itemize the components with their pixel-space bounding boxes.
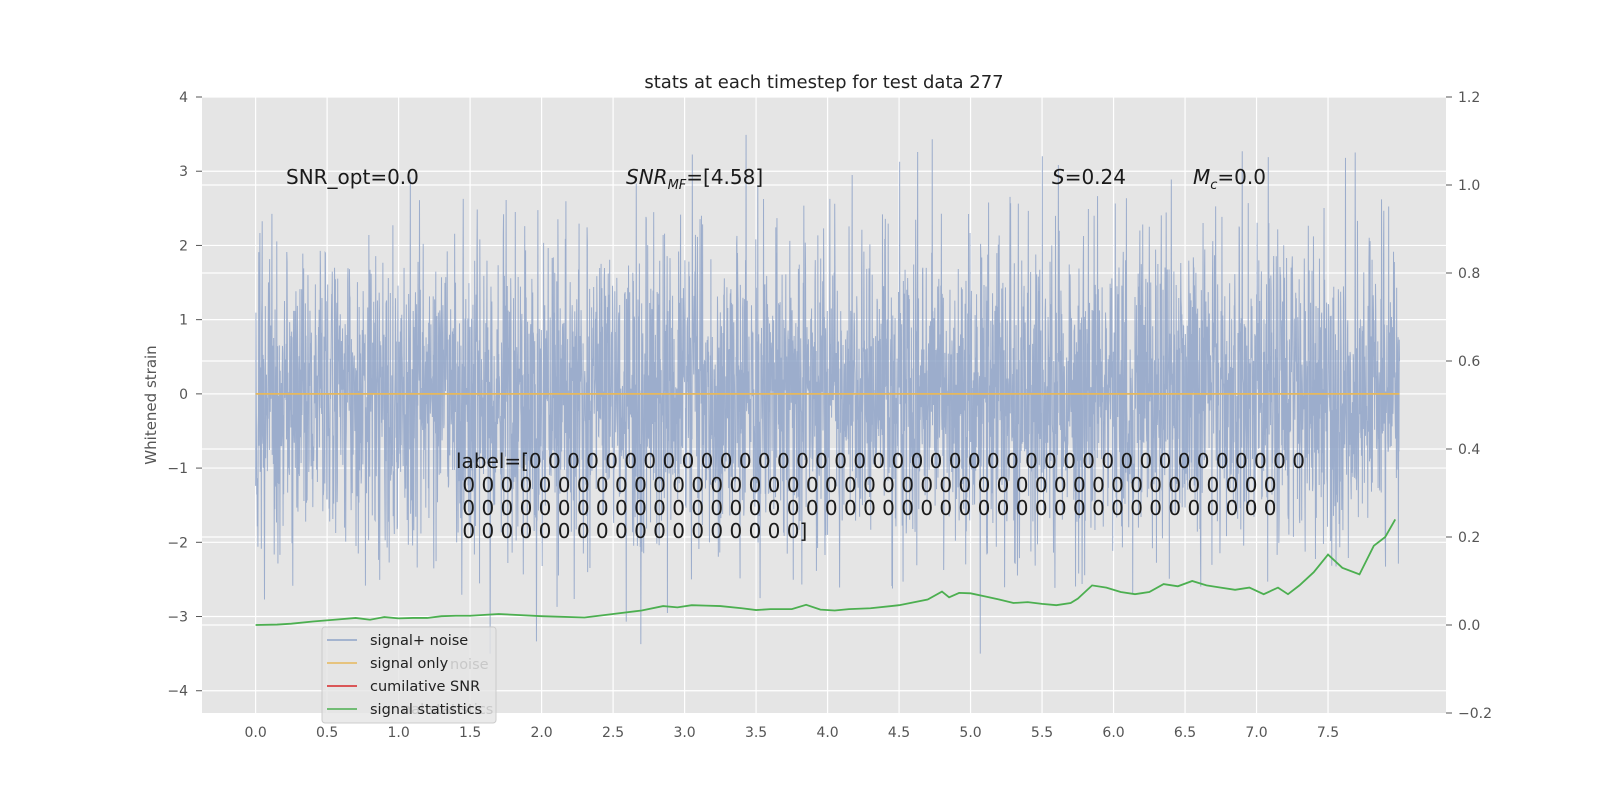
y-tick-label-7: −3 [167,610,188,626]
y-tick-label-5: −1 [167,461,188,477]
y2-tick-label-5: 0.2 [1458,530,1480,546]
x-tick-label-12: 6.0 [1102,725,1124,741]
annotation-label-line-2: 0 0 0 0 0 0 0 0 0 0 0 0 0 0 0 0 0 0 0 0 … [456,473,1277,497]
annotation-snr-mf-main: SNR [626,165,668,189]
y-tick-label-8: −4 [167,684,188,700]
y-axis-label: Whitened strain [142,345,160,464]
x-tick-label-7: 3.5 [745,725,767,741]
annotation-label-block: label=[0 0 0 0 0 0 0 0 0 0 0 0 0 0 0 0 0… [456,449,1305,543]
x-tick-label-14: 7.0 [1245,725,1267,741]
y2-tick-label-4: 0.4 [1458,442,1480,458]
y-tick-label-2: 2 [179,238,188,254]
y2-tick-label-7: −0.2 [1458,706,1492,722]
legend-label-signal-only: signal only [370,656,449,672]
x-tick-label-9: 4.5 [888,725,910,741]
annotation-snr-mf-value: =[4.58] [686,165,763,189]
y-tick-label-3: 1 [179,313,188,329]
x-tick-label-4: 2.0 [530,725,552,741]
y-tick-label-4: 0 [179,387,188,403]
legend-ghost-text-1: noise [450,657,489,673]
annotation-s: S=0.24 [1052,165,1126,189]
legend: noise nal statistics signal+ noise signa… [321,626,497,724]
legend-label-signal-plus-noise: signal+ noise [370,633,468,649]
y2-tick-label-1: 1.0 [1458,178,1480,194]
x-tick-label-11: 5.5 [1031,725,1053,741]
y-tick-label-0: 4 [179,90,188,106]
y2-tick-label-6: 0.0 [1458,618,1480,634]
annotation-label-line-1: label=[0 0 0 0 0 0 0 0 0 0 0 0 0 0 0 0 0… [456,449,1305,473]
chart-title: stats at each timestep for test data 277 [644,72,1003,93]
x-tick-label-3: 1.5 [459,725,481,741]
y2-tick-label-2: 0.8 [1458,266,1480,282]
x-tick-label-10: 5.0 [959,725,981,741]
axis-ticks: 0.0 0.5 1.0 1.5 2.0 2.5 3.0 3.5 4.0 4.5 5.0 5.5 6.0 6… [167,90,1492,741]
annotation-s-value: =0.24 [1065,165,1126,189]
signal-plus-noise-series [255,134,1401,654]
annotation-mc-main: M [1193,165,1210,189]
annotation-label-line-4: 0 0 0 0 0 0 0 0 0 0 0 0 0 0 0 0 0 0] [456,519,807,543]
annotation-mc: Mc=0.0 [1193,165,1266,193]
legend-label-cumilative-snr: cumilative SNR [370,679,480,695]
y2-tick-label-0: 1.2 [1458,90,1480,106]
x-tick-label-15: 7.5 [1317,725,1339,741]
annotation-snr-opt: SNR_opt=0.0 [286,165,419,189]
x-tick-label-0: 0.0 [244,725,266,741]
legend-ghost-text-2: nal statistics [402,702,493,718]
annotation-label-line-3: 0 0 0 0 0 0 0 0 0 0 0 0 0 0 0 0 0 0 0 0 … [456,496,1277,520]
annotation-mc-sub: c [1210,178,1217,193]
annotation-snr-mf-sub: MF [668,178,687,193]
legend-label-signal-statistics: signal statistics [370,702,482,718]
line-series [255,392,1400,626]
annotation-snr-mf: SNRMF=[4.58] [626,165,763,193]
x-tick-label-8: 4.0 [816,725,838,741]
legend-box [321,626,497,724]
x-tick-label-2: 1.0 [387,725,409,741]
y-tick-label-1: 3 [179,164,188,180]
y-tick-label-6: −2 [167,535,188,551]
annotation-s-main: S [1052,165,1065,189]
signal-statistics-line [255,518,1397,626]
x-tick-label-5: 2.5 [602,725,624,741]
x-tick-label-6: 3.0 [673,725,695,741]
y2-tick-label-3: 0.6 [1458,354,1480,370]
x-tick-label-13: 6.5 [1174,725,1196,741]
annotation-mc-value: =0.0 [1217,165,1266,189]
signal-plus-noise-line [255,134,1401,654]
x-tick-label-1: 0.5 [316,725,338,741]
